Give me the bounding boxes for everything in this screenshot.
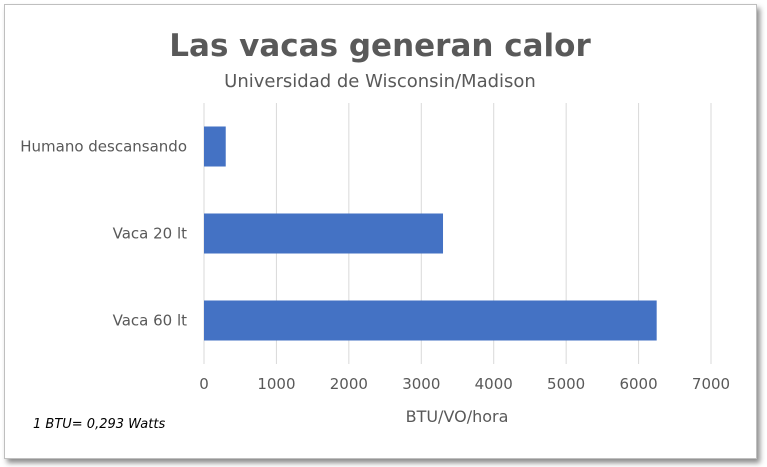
x-tick-label: 6000 [619,375,657,393]
x-tick-labels: 0 1000 2000 3000 4000 5000 6000 7000 [199,375,730,393]
x-axis-label: BTU/VO/hora [406,407,509,426]
x-tick-label: 7000 [692,375,730,393]
chart-title: Las vacas generan calor [169,28,591,64]
footnote: 1 BTU= 0,293 Watts [33,417,165,432]
x-tick-label: 4000 [475,375,513,393]
chart-subtitle: Universidad de Wisconsin/Madison [224,71,536,92]
x-tick-label: 2000 [330,375,368,393]
x-tick-label: 3000 [402,375,440,393]
x-tick-label: 0 [199,375,209,393]
category-labels: Humano descansando Vaca 20 lt Vaca 60 lt [20,138,187,330]
x-tick-label: 5000 [547,375,585,393]
bars [204,126,657,341]
category-label: Vaca 20 lt [113,225,188,243]
bar [204,213,444,254]
bar [204,300,657,341]
category-label: Humano descansando [20,138,187,156]
category-label: Vaca 60 lt [113,312,188,330]
x-tick-label: 1000 [257,375,295,393]
bar [204,126,226,167]
